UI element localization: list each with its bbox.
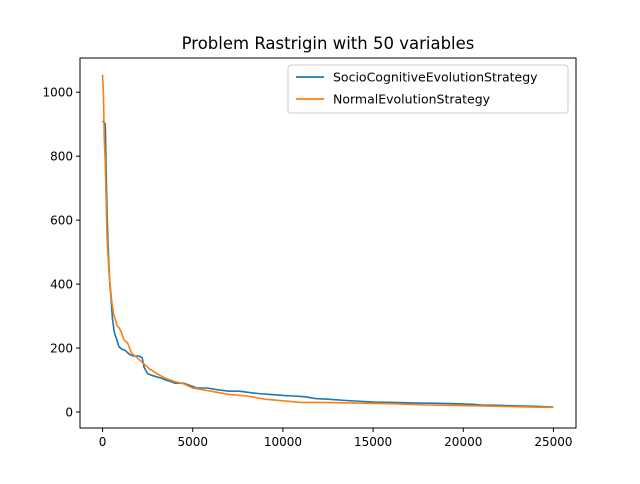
x-tick-label: 10000 [264, 435, 302, 449]
y-tick-label: 800 [50, 150, 73, 164]
legend: SocioCognitiveEvolutionStrategy NormalEvo… [287, 64, 569, 114]
legend-box [287, 64, 569, 114]
x-tick-label: 15000 [354, 435, 392, 449]
x-axis: 0 5000 10000 15000 20000 25000 [99, 428, 573, 449]
x-tick-label: 20000 [444, 435, 482, 449]
plot-frame [79, 57, 577, 429]
y-tick-label: 200 [50, 342, 73, 356]
x-tick-label: 25000 [534, 435, 572, 449]
y-tick-label: 400 [50, 278, 73, 292]
legend-label-1: SocioCognitiveEvolutionStrategy [333, 70, 538, 85]
series-line-2 [101, 74, 554, 409]
y-axis: 0 200 400 600 800 1000 [42, 86, 80, 420]
x-tick-label: 5000 [177, 435, 208, 449]
y-tick-label: 600 [50, 214, 73, 228]
y-tick-label: 1000 [42, 86, 73, 100]
y-tick-label: 0 [65, 406, 73, 420]
chart-title: Problem Rastrigin with 50 variables [182, 34, 475, 53]
x-tick-label: 0 [99, 435, 107, 449]
plot-area [79, 57, 577, 429]
legend-label-2: NormalEvolutionStrategy [333, 92, 491, 107]
series-line-1 [101, 120, 554, 408]
